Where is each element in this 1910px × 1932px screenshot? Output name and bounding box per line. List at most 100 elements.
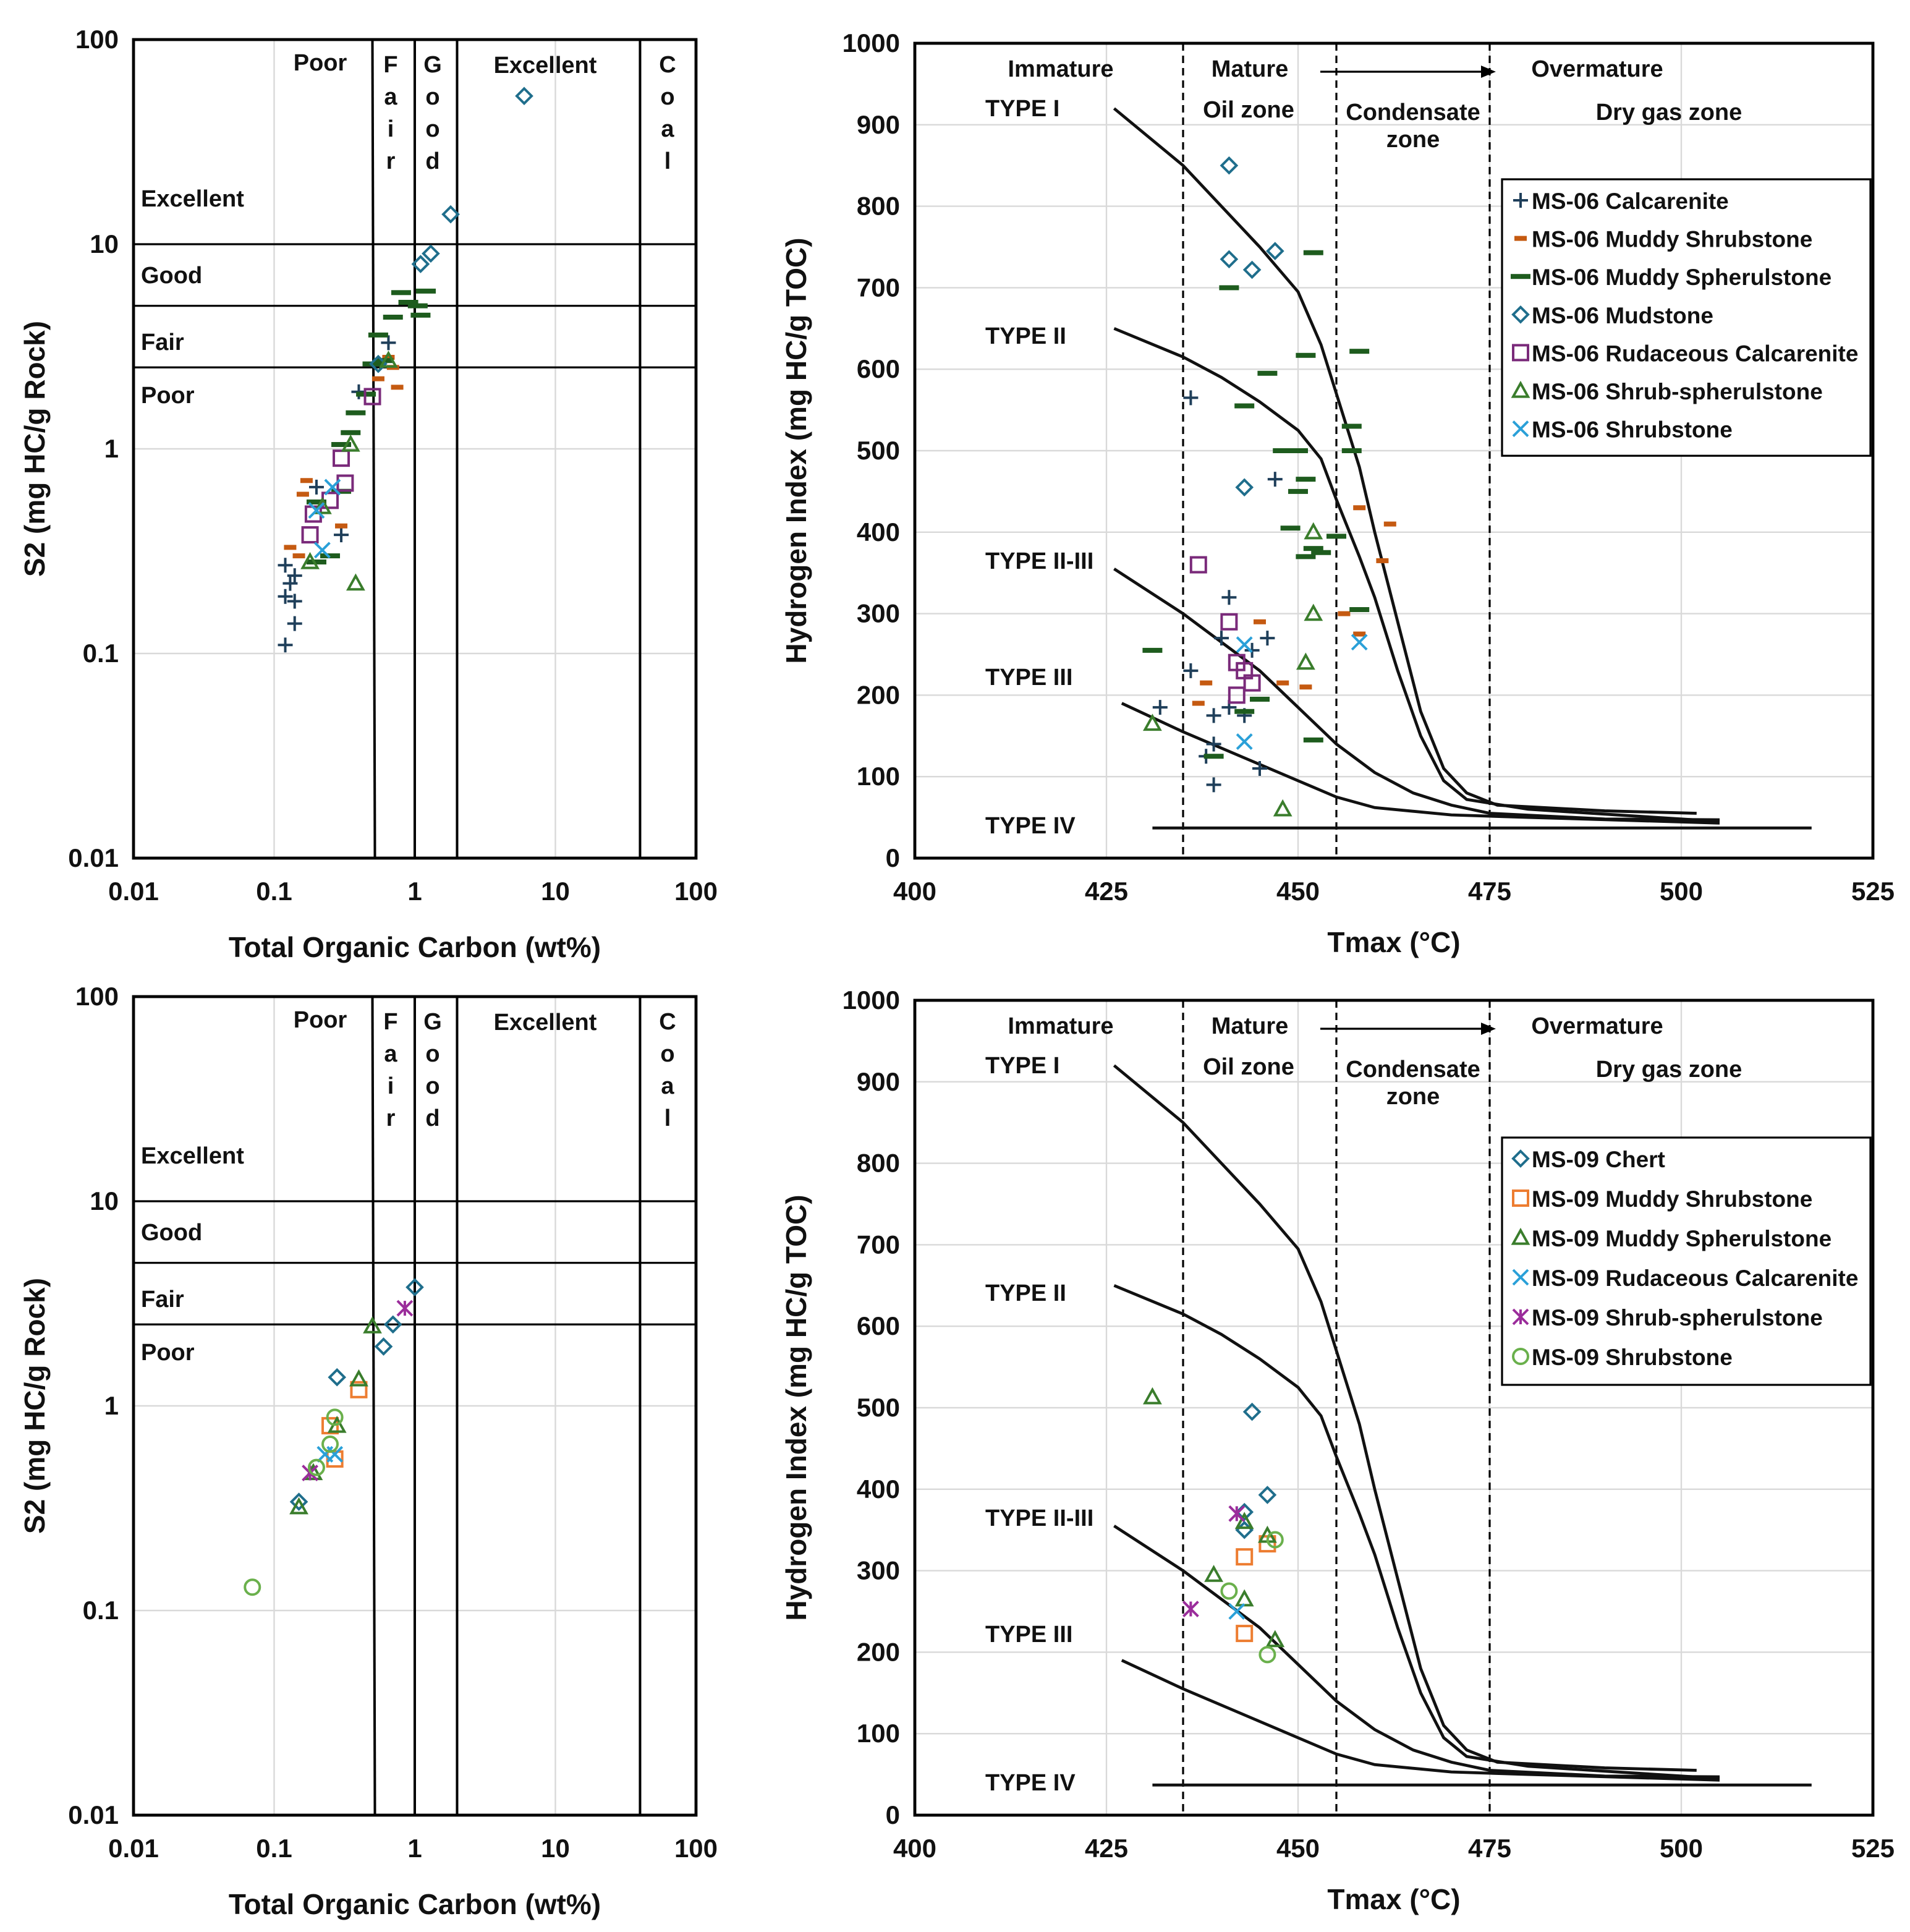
dash-marker — [1311, 550, 1331, 555]
plus-marker — [278, 589, 293, 604]
diamond-marker — [1235, 478, 1254, 497]
y-tick-label: 0 — [886, 843, 900, 872]
x-marker — [308, 502, 325, 519]
legend-entry: MS-06 Mudstone — [1532, 303, 1713, 328]
dash-marker — [1296, 554, 1316, 560]
dash-marker — [371, 376, 384, 381]
kerogen-curve-type-i — [1113, 107, 1697, 815]
plus-marker — [1206, 708, 1221, 723]
legend: MS-09 Chert MS-09 Muddy Shrubstone MS-09 M… — [1501, 1136, 1872, 1386]
x-marker — [1351, 634, 1368, 651]
plus-marker — [308, 479, 324, 495]
triangle-marker — [300, 551, 320, 569]
y-tick-label: 100 — [857, 762, 900, 791]
legend-entry: MS-06 Muddy Shrubstone — [1532, 227, 1812, 252]
series-ms-09-rudaceous-calcarenite — [316, 1445, 344, 1463]
dash-marker — [1341, 423, 1362, 429]
x-tick-label: 0.1 — [256, 877, 292, 906]
plus-marker — [1267, 472, 1283, 487]
x-tick-label: 1 — [407, 877, 422, 906]
dash-marker — [1296, 477, 1316, 482]
y-tick-label: 800 — [857, 192, 900, 221]
dash-marker — [1203, 754, 1224, 759]
dash-marker — [410, 312, 431, 318]
dash-marker — [407, 303, 428, 309]
y-tick-label: 700 — [857, 1230, 900, 1259]
arrow-head-icon — [1481, 66, 1496, 78]
star-marker — [1512, 1308, 1529, 1326]
x-tick-label: 400 — [893, 877, 936, 906]
x-marker — [326, 1445, 344, 1463]
x-tick-label: 500 — [1660, 1834, 1703, 1863]
kerogen-type-label: TYPE III — [985, 665, 1072, 691]
zone-label-s2: Excellent — [141, 1143, 244, 1169]
diamond-marker — [1511, 1149, 1530, 1168]
y-tick-label: 0.1 — [83, 639, 119, 668]
kerogen-type-label: TYPE II-III — [985, 548, 1093, 574]
zone-label-poor: Poor — [294, 1007, 347, 1033]
plot-frame — [913, 41, 1875, 860]
kerogen-type-label: TYPE I — [985, 1053, 1059, 1079]
dash-marker — [1257, 370, 1278, 376]
toc-boundary-line — [371, 996, 376, 1816]
zone-label-condensate2: zone — [1386, 1084, 1440, 1110]
series-ms-06-shrubstone — [308, 479, 341, 559]
dash-marker — [1299, 684, 1312, 690]
triangle-marker — [363, 1316, 382, 1334]
plus-marker — [381, 335, 396, 351]
y-tick-label: 0 — [886, 1800, 900, 1829]
zone-label-immature: Immature — [1008, 1013, 1113, 1039]
star-marker — [1182, 1601, 1199, 1617]
kerogen-type-label: TYPE II-III — [985, 1505, 1093, 1531]
plus-marker — [278, 558, 293, 573]
dash-marker — [284, 545, 297, 550]
legend-box — [1501, 1136, 1872, 1386]
x-tick-label: 0.01 — [108, 877, 159, 906]
triangle-marker — [1204, 1565, 1223, 1582]
zone-label-excellent: Excellent — [494, 1010, 597, 1036]
y-tick-label: 500 — [857, 1393, 900, 1422]
diamond-marker — [1220, 250, 1239, 269]
dash-marker — [335, 523, 348, 529]
x-tick-label: 450 — [1276, 1834, 1320, 1863]
kerogen-curve-type-ii-iii — [1113, 1525, 1720, 1779]
dash-marker — [1288, 488, 1308, 494]
series-ms-06-muddy-shrubstone — [1192, 505, 1396, 706]
square-marker — [363, 388, 381, 406]
y-tick-label: 100 — [75, 25, 119, 54]
dash-marker — [391, 385, 404, 390]
dash-marker — [391, 290, 411, 296]
plus-marker — [1244, 642, 1260, 658]
series-ms-06-rudaceous-calcarenite — [1189, 556, 1261, 704]
dash-marker — [1142, 647, 1163, 653]
y-tick-label: 100 — [75, 982, 119, 1011]
zone-label-overmature: Overmature — [1531, 1013, 1663, 1039]
plus-marker — [1183, 390, 1199, 406]
plot-frame — [132, 38, 698, 860]
dash-marker — [416, 288, 436, 294]
zone-label-coal: Coal — [655, 1009, 681, 1138]
y-tick-label: 600 — [857, 1311, 900, 1340]
x-tick-label: 475 — [1468, 877, 1511, 906]
dash-marker — [346, 410, 366, 415]
y-tick-label: 100 — [857, 1719, 900, 1748]
dash-marker — [341, 430, 361, 435]
y-tick-label: 200 — [857, 1637, 900, 1666]
x-marker — [1228, 1603, 1246, 1620]
plus-marker — [1260, 631, 1275, 646]
dash-marker — [292, 553, 305, 559]
legend: MS-06 Calcarenite MS-06 Muddy Shrubstone M… — [1501, 178, 1872, 457]
x-axis-title: Tmax (°C) — [1327, 1883, 1460, 1915]
plus-marker — [334, 527, 349, 543]
square-marker — [336, 474, 354, 492]
legend-box — [1501, 178, 1872, 457]
legend-entry: MS-06 Muddy Spherulstone — [1532, 265, 1831, 290]
x-tick-label: 100 — [674, 1834, 718, 1863]
dash-marker — [1383, 521, 1396, 527]
y-tick-label: 10 — [90, 1186, 119, 1215]
square-marker — [321, 1417, 339, 1435]
circle-marker — [326, 1408, 344, 1426]
dash-marker — [1338, 611, 1351, 616]
x-marker — [324, 479, 341, 496]
dash-marker — [398, 300, 418, 305]
